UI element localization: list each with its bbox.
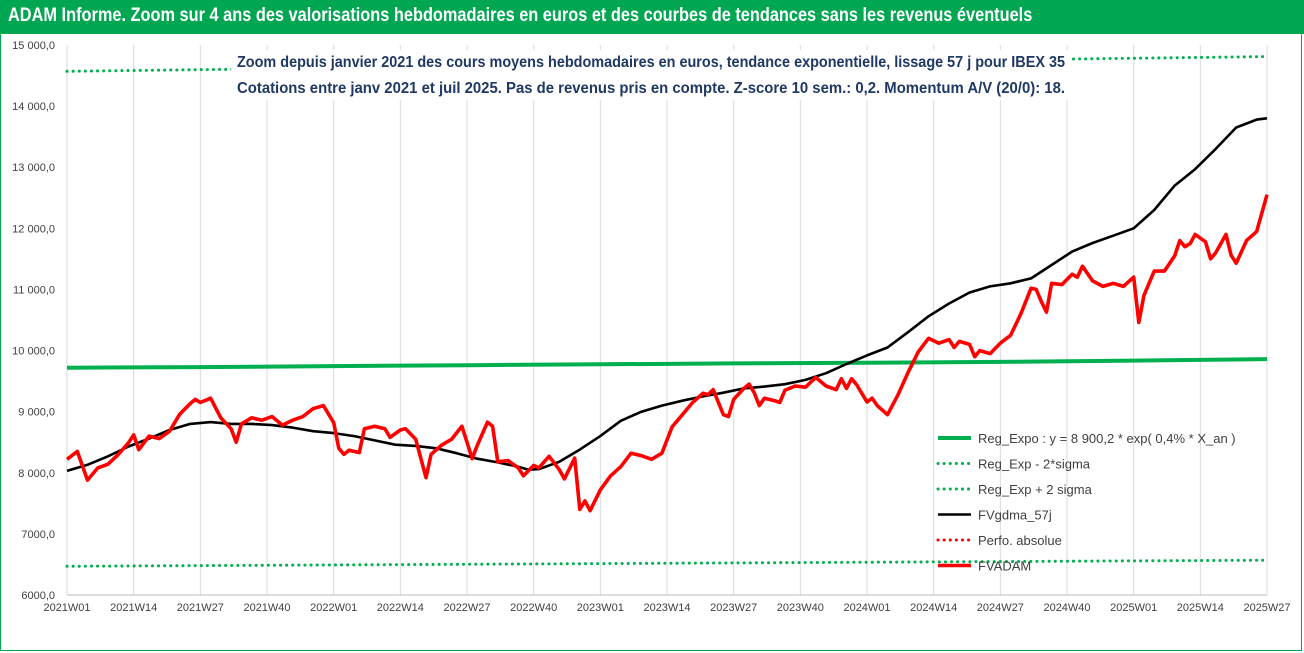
y-tick-label: 9 000,0 [18, 407, 55, 419]
x-tick-label: 2025W14 [1177, 602, 1224, 614]
header-bar: ADAM Informe. Zoom sur 4 ans des valoris… [0, 0, 1304, 34]
x-tick-label: 2021W27 [177, 602, 224, 614]
chart-subtitle: Cotations entre janv 2021 et juil 2025. … [237, 80, 1065, 97]
y-tick-label: 13 000,0 [12, 162, 55, 174]
series-line-1 [65, 558, 1269, 568]
x-tick-label: 2023W14 [643, 602, 690, 614]
y-tick-label: 7000,0 [21, 529, 55, 541]
x-tick-label: 2024W40 [1043, 602, 1090, 614]
y-tick-label: 8 000,0 [18, 468, 55, 480]
series-line-5 [65, 194, 1269, 513]
legend-label: Perfo. absolue [978, 533, 1062, 548]
title-backdrop [231, 50, 1071, 100]
legend: Reg_Expo : y = 8 900,2 * exp( 0,4% * X_a… [936, 431, 1236, 574]
chart-area: 6000,0 7000,0 8 000,0 9 000,0 10 000,0 11 000… [0, 34, 1302, 651]
y-tick-label: 12 000,0 [12, 223, 55, 235]
y-axis-ticks: 6000,0 7000,0 8 000,0 9 000,0 10 000,0 11 000… [12, 40, 55, 602]
y-tick-label: 14 000,0 [12, 101, 55, 113]
series-line-0 [66, 357, 1268, 370]
x-tick-label: 2022W40 [510, 602, 557, 614]
y-tick-label: 10 000,0 [12, 346, 55, 358]
legend-label: Reg_Expo : y = 8 900,2 * exp( 0,4% * X_a… [978, 431, 1236, 446]
x-tick-label: 2025W27 [1243, 602, 1290, 614]
x-tick-label: 2023W01 [577, 602, 624, 614]
x-tick-label: 2022W27 [443, 602, 490, 614]
x-tick-label: 2021W14 [110, 602, 157, 614]
x-tick-label: 2024W27 [977, 602, 1024, 614]
x-tick-label: 2023W27 [710, 602, 757, 614]
x-tick-label: 2025W01 [1110, 602, 1157, 614]
y-tick-label: 6000,0 [21, 590, 55, 602]
legend-label: FVADAM [978, 559, 1031, 574]
x-tick-label: 2024W14 [910, 602, 957, 614]
legend-label: FVgdma_57j [978, 508, 1052, 523]
page-title: ADAM Informe. Zoom sur 4 ans des valoris… [8, 5, 1033, 26]
legend-label: Reg_Exp - 2*sigma [978, 457, 1091, 472]
x-tick-label: 2022W01 [310, 602, 357, 614]
grid-lines [66, 45, 1268, 596]
y-tick-label: 11 000,0 [13, 284, 55, 296]
x-tick-label: 2024W01 [843, 602, 890, 614]
legend-label: Reg_Exp + 2 sigma [978, 482, 1093, 497]
chart-title: Zoom depuis janvier 2021 des cours moyen… [237, 54, 1065, 71]
x-axis-ticks: 2021W01 2021W14 2021W27 2021W40 2022W01 2022W… [43, 602, 1290, 614]
series-line-3 [66, 117, 1268, 473]
x-tick-label: 2021W01 [43, 602, 90, 614]
line-chart: 6000,0 7000,0 8 000,0 9 000,0 10 000,0 11 000… [12, 40, 1290, 614]
y-tick-label: 15 000,0 [12, 40, 55, 52]
x-tick-label: 2022W14 [377, 602, 424, 614]
x-tick-label: 2023W40 [777, 602, 824, 614]
x-tick-label: 2021W40 [243, 602, 290, 614]
